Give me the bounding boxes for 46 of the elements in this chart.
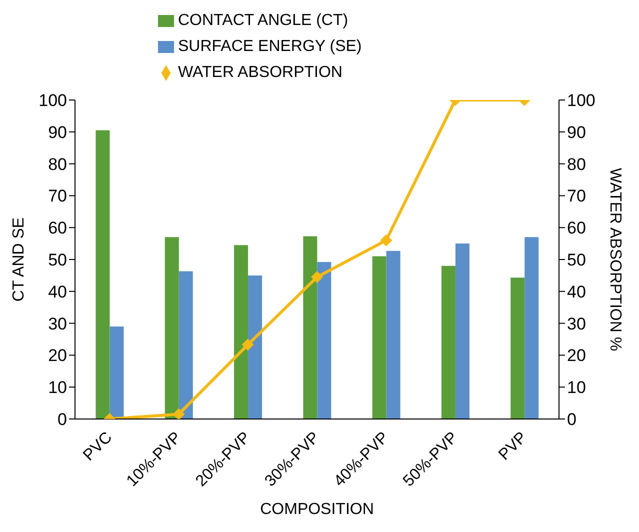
point — [380, 234, 392, 246]
y-tick-label: 80 — [48, 154, 67, 174]
bar — [455, 244, 470, 419]
x-axis-title: COMPOSITION — [260, 501, 374, 518]
bar — [441, 266, 456, 419]
y2-axis-title: WATER ABSORPTION % — [606, 168, 624, 352]
bar — [372, 256, 386, 419]
bar — [110, 326, 124, 419]
legend-label: CONTACT ANGLE (CT) — [178, 12, 348, 29]
y-tick-label: 30 — [48, 314, 67, 334]
y-tick-label: 10 — [48, 378, 67, 398]
point — [172, 408, 185, 419]
y2-tick-label: 90 — [567, 122, 586, 142]
bar — [96, 130, 110, 419]
point — [242, 338, 254, 351]
y-tick-label: 100 — [38, 91, 67, 110]
y2-tick-label: 10 — [567, 378, 586, 398]
bar — [317, 262, 332, 419]
bar — [164, 237, 179, 419]
y-tick-label: 70 — [48, 186, 67, 206]
y2-tick-label: 30 — [567, 314, 586, 334]
y2-tick-label: 60 — [567, 218, 586, 238]
bar — [234, 245, 248, 419]
bar — [248, 275, 262, 419]
y2-tick-label: 100 — [567, 91, 596, 110]
bar — [178, 271, 193, 419]
y2-tick-label: 20 — [567, 346, 586, 366]
point — [311, 271, 323, 284]
y2-tick-label: 70 — [567, 186, 586, 206]
y2-tick-label: 40 — [567, 282, 586, 302]
y-axis-title: CT AND SE — [10, 217, 28, 302]
y-tick-label: 50 — [48, 250, 67, 270]
y2-tick-label: 50 — [567, 250, 586, 270]
bar — [303, 236, 318, 419]
y2-tick-label: 80 — [567, 154, 586, 174]
legend-label: WATER ABSORPTION — [178, 64, 342, 81]
y-tick-label: 90 — [48, 122, 67, 142]
y-tick-label: 0 — [58, 410, 67, 430]
y-tick-label: 40 — [48, 282, 67, 302]
bar — [386, 250, 400, 419]
legend-label: SURFACE ENERGY (SE) — [178, 38, 362, 55]
bar — [524, 237, 539, 419]
bar — [510, 278, 525, 419]
y2-tick-label: 0 — [567, 410, 576, 430]
y-tick-label: 20 — [48, 346, 67, 366]
y-tick-label: 60 — [48, 218, 67, 238]
